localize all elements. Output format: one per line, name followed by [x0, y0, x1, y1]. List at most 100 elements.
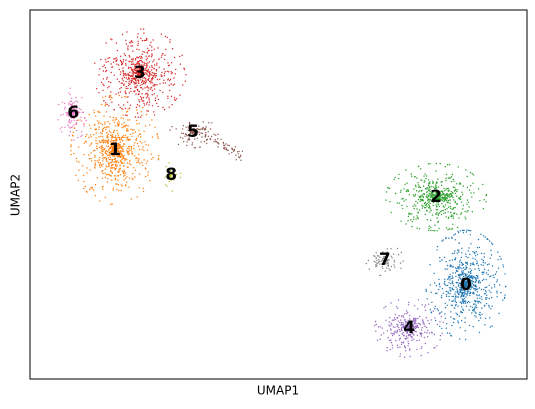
point: [129, 104, 132, 106]
point: [111, 179, 113, 181]
point: [67, 115, 70, 117]
point: [153, 64, 156, 66]
point: [432, 204, 434, 207]
point: [67, 124, 69, 126]
point: [127, 84, 130, 87]
point: [68, 111, 70, 114]
point: [471, 306, 474, 308]
point: [141, 80, 144, 82]
point: [462, 280, 464, 283]
point: [465, 305, 468, 307]
point: [150, 74, 153, 76]
point: [84, 185, 87, 188]
point: [414, 184, 417, 187]
point: [137, 160, 139, 162]
point: [446, 187, 448, 190]
point: [99, 166, 101, 168]
point: [452, 272, 454, 274]
point: [477, 281, 480, 283]
point: [438, 278, 440, 281]
point: [457, 249, 459, 251]
point: [111, 203, 113, 205]
point: [439, 321, 441, 323]
point: [441, 311, 443, 313]
point: [427, 179, 430, 181]
point: [471, 281, 473, 283]
point: [384, 256, 386, 258]
point: [465, 289, 467, 291]
point: [89, 134, 92, 136]
point: [106, 132, 108, 134]
point: [469, 268, 471, 270]
point: [391, 257, 393, 259]
point: [414, 305, 416, 307]
point: [411, 225, 413, 228]
point: [436, 345, 438, 347]
point: [187, 129, 189, 131]
point: [125, 59, 127, 61]
point: [409, 331, 411, 333]
point: [433, 333, 436, 336]
point: [98, 128, 100, 131]
point: [78, 169, 80, 171]
point: [92, 133, 95, 136]
point: [420, 347, 422, 350]
point: [461, 264, 463, 266]
point: [116, 164, 118, 166]
point: [504, 273, 506, 275]
point: [477, 188, 480, 190]
point: [449, 205, 451, 208]
point: [101, 139, 103, 141]
point: [428, 192, 430, 195]
point: [96, 160, 99, 162]
point: [496, 281, 498, 283]
point: [444, 302, 446, 304]
point: [454, 272, 457, 274]
point: [139, 67, 141, 69]
point: [454, 233, 457, 235]
point: [460, 301, 462, 303]
point: [139, 162, 141, 165]
point: [199, 128, 201, 131]
point: [464, 216, 466, 218]
point: [167, 78, 169, 80]
point: [108, 105, 110, 107]
point: [173, 56, 176, 59]
point: [104, 172, 106, 174]
point: [482, 235, 485, 237]
point: [115, 160, 117, 162]
point: [368, 268, 370, 270]
point: [137, 44, 139, 47]
point: [116, 143, 118, 145]
point: [110, 170, 112, 173]
point: [445, 197, 448, 199]
point: [166, 174, 169, 176]
point: [125, 86, 128, 88]
point: [145, 176, 147, 178]
point: [122, 71, 125, 73]
point: [431, 194, 433, 196]
point: [130, 146, 133, 148]
point: [207, 131, 209, 133]
point: [101, 170, 103, 173]
point: [485, 272, 488, 274]
point: [476, 288, 478, 291]
point: [188, 139, 191, 141]
point: [142, 88, 144, 90]
point: [94, 154, 96, 157]
point: [498, 312, 500, 314]
point: [228, 153, 230, 155]
point: [138, 187, 140, 189]
point: [103, 140, 105, 143]
point: [396, 329, 399, 331]
point: [388, 321, 390, 323]
point: [96, 147, 99, 150]
point: [73, 117, 75, 120]
point: [145, 67, 148, 69]
point: [439, 256, 441, 259]
point: [383, 332, 385, 334]
point: [427, 336, 429, 338]
point: [402, 342, 404, 344]
point: [175, 98, 178, 100]
point: [91, 188, 93, 190]
